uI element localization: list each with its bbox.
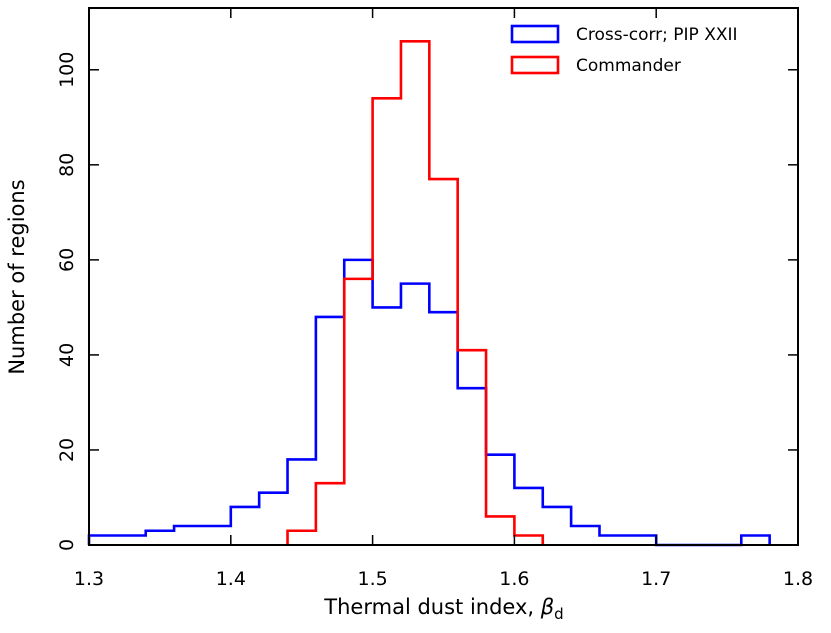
x-tick-label: 1.7	[641, 568, 671, 590]
legend: Cross-corr; PIP XXII Commander	[510, 24, 738, 76]
x-axis-label: Thermal dust index, βd	[323, 595, 563, 623]
y-tick-label: 20	[56, 438, 78, 462]
legend-label-1: Commander	[576, 56, 681, 76]
x-axis-label-symbol: β	[540, 595, 554, 619]
y-tick-label: 60	[56, 248, 78, 272]
tick-labels-layer: 1.3 1.4 1.5 1.6 1.7 1.8 0 20 40 60 80 100	[56, 52, 813, 590]
x-axis-label-subscript: d	[554, 605, 564, 623]
x-tick-label: 1.4	[216, 568, 246, 590]
y-tick-label: 80	[56, 153, 78, 177]
legend-label-0: Cross-corr; PIP XXII	[576, 25, 738, 45]
x-tick-label: 1.6	[499, 568, 529, 590]
legend-swatch-0	[510, 24, 560, 44]
series-line-1	[286, 39, 545, 545]
y-axis-label: Number of regions	[5, 179, 29, 374]
y-tick-label: 0	[56, 539, 78, 551]
x-tick-label: 1.3	[74, 568, 104, 590]
x-axis-label-text: Thermal dust index,	[323, 595, 540, 619]
y-tick-label: 100	[56, 52, 78, 88]
plot-frame	[88, 7, 799, 546]
x-tick-label: 1.8	[783, 568, 813, 590]
y-tick-label: 40	[56, 343, 78, 367]
x-tick-label: 1.5	[357, 568, 387, 590]
ticks-layer	[88, 8, 799, 546]
series-layer	[87, 39, 771, 547]
legend-swatch-1	[510, 55, 560, 75]
series-line-0	[87, 258, 771, 547]
